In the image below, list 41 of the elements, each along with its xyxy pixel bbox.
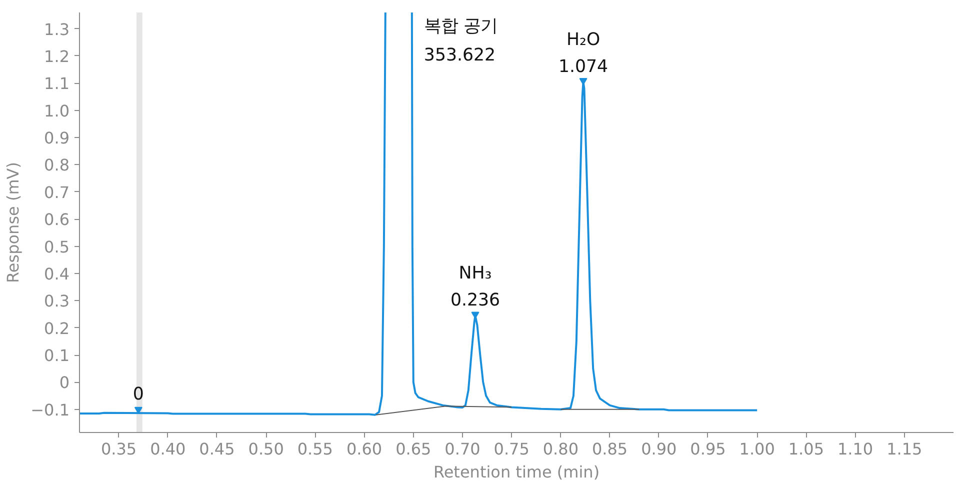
y-tick-label: 1.1	[44, 74, 70, 94]
annotation: 353.622	[424, 46, 496, 66]
y-tick-label: 0.1	[44, 346, 70, 366]
y-tick-label: 1.3	[44, 20, 70, 39]
x-tick-label: 0.65	[396, 440, 432, 458]
x-tick-label: 1.15	[886, 440, 922, 458]
y-tick-label: 0.4	[44, 264, 70, 284]
y-tick-label: 0.7	[44, 182, 70, 202]
y-tick-label: 0	[59, 373, 70, 392]
y-tick-label: 0.6	[44, 210, 70, 230]
y-tick-label: 0.9	[44, 128, 70, 148]
y-tick-label: 0.3	[44, 292, 70, 311]
annotation: NH₃	[458, 264, 492, 284]
x-tick-label: 1.05	[788, 440, 824, 458]
y-tick-label: 0.5	[44, 237, 70, 256]
x-axis-title: Retention time (min)	[433, 462, 600, 482]
annotation: H₂O	[566, 30, 600, 50]
x-tick-label: 0.90	[641, 440, 677, 458]
annotation: 0.236	[450, 290, 500, 311]
x-tick-label: 1.00	[739, 440, 775, 458]
x-tick-label: 0.70	[444, 440, 480, 458]
x-tick-label: 0.80	[542, 440, 579, 458]
x-tick-label: 0.95	[690, 440, 726, 458]
y-tick-label: 0.2	[44, 318, 70, 338]
x-tick-label: 0.45	[199, 440, 235, 458]
x-tick-label: 0.55	[297, 440, 333, 458]
x-tick-label: 0.35	[100, 440, 137, 458]
y-tick-label: 0.8	[44, 156, 70, 175]
y-tick-label: 1.0	[44, 101, 70, 120]
y-axis-title: Response (mV)	[4, 162, 23, 283]
x-tick-label: 1.10	[837, 440, 874, 458]
x-tick-label: 0.60	[346, 440, 382, 458]
annotation: 0	[132, 384, 144, 404]
annotation: 복합 공기	[424, 16, 498, 36]
y-tick-label: −0.1	[30, 400, 70, 420]
x-tick-label: 0.85	[592, 440, 628, 458]
x-tick-label: 0.50	[248, 440, 284, 458]
x-tick-label: 0.40	[150, 440, 186, 458]
annotation: 1.074	[558, 56, 608, 77]
x-tick-label: 0.75	[494, 440, 530, 458]
y-tick-label: 1.2	[44, 46, 70, 66]
